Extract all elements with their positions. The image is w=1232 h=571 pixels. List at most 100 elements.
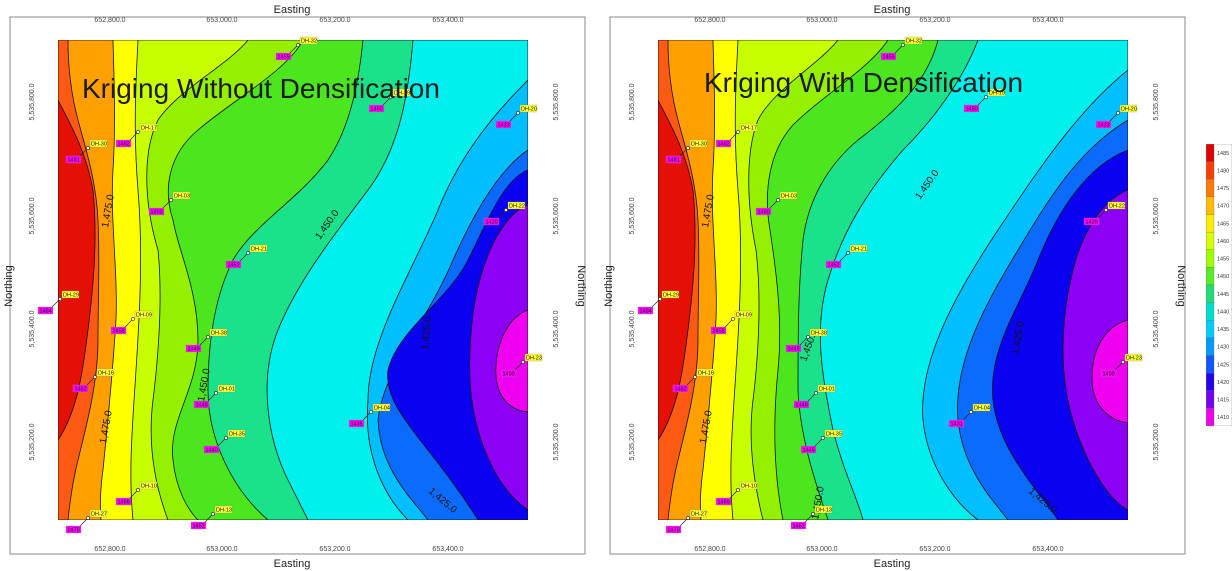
drillhole-value: 1450 bbox=[966, 107, 978, 113]
drillhole-value-tag bbox=[800, 445, 817, 454]
drillhole-marker: DH-29 1484 bbox=[637, 290, 680, 315]
drillhole-id: DH-27 bbox=[91, 512, 107, 518]
drillhole-value-tag bbox=[672, 384, 689, 393]
drillhole-value-tag bbox=[963, 104, 980, 113]
legend-label: 1450 bbox=[1217, 274, 1229, 280]
legend-label: 1460 bbox=[1217, 239, 1229, 245]
drillhole-id: DH-22 bbox=[1109, 204, 1125, 210]
drillhole-value: 1433 bbox=[1098, 123, 1110, 129]
easting-label-top: Easting bbox=[274, 4, 311, 16]
northing-tick: 5,535,600.0 bbox=[1153, 197, 1160, 234]
drillhole-collar-icon bbox=[86, 146, 90, 150]
drillhole-value: 1462 bbox=[718, 142, 730, 148]
drillhole-id-tag bbox=[139, 123, 158, 132]
legend-swatch bbox=[1205, 302, 1215, 321]
drillhole-marker: DH-27 1478 bbox=[65, 509, 108, 534]
northing-tick: 5,535,200.0 bbox=[629, 423, 636, 460]
easting-tick: 652,800.0 bbox=[94, 17, 125, 24]
drillhole-id: DH-38 bbox=[211, 331, 227, 337]
drillhole-id: DH-35 bbox=[229, 432, 245, 438]
drillhole-marker: DH-21 1452 bbox=[225, 244, 268, 269]
legend-label: 1465 bbox=[1217, 221, 1229, 227]
drillhole-id: DH-16 bbox=[98, 371, 114, 377]
northing-ticks-left: 5,535,800.0 5,535,600.0 5,535,400.0 5,53… bbox=[629, 83, 636, 460]
drillhole-id: DH-03 bbox=[174, 194, 190, 200]
drillhole-value-tag bbox=[785, 344, 802, 353]
legend-swatch bbox=[1205, 284, 1215, 303]
northing-ticks-right: 5,535,800.0 5,535,600.0 5,535,400.0 5,53… bbox=[553, 83, 560, 460]
contour-map: 1,475.0 1,450.0 1,450.0 1,475.0 1,425.0 … bbox=[637, 36, 1143, 534]
drillhole-id-tag bbox=[689, 139, 708, 148]
drillhole-id-tag bbox=[61, 290, 80, 299]
northing-tick: 5,535,800.0 bbox=[629, 83, 636, 120]
drillhole-marker: DH-32 1455 bbox=[275, 36, 318, 61]
drillhole-id-tag bbox=[89, 139, 108, 148]
easting-ticks-bottom: 652,800.0 653,000.0 653,200.0 653,400.0 bbox=[694, 546, 1063, 553]
drillhole-value-tag bbox=[368, 104, 385, 113]
legend-label: 1470 bbox=[1217, 204, 1229, 210]
drillhole-collar-icon bbox=[821, 436, 825, 440]
drillhole-id: DH-13 bbox=[816, 508, 832, 514]
drillhole-id: DH-21 bbox=[251, 247, 267, 253]
drillhole-value: 1458 bbox=[713, 329, 725, 335]
legend-swatch bbox=[1205, 372, 1215, 391]
drillhole-value: 1445 bbox=[803, 448, 815, 454]
drillhole-id: DH-10 bbox=[141, 484, 157, 490]
drillhole-layer: DH-32 1455 DH-19 1450 DH-20 1433 DH-17 1462 DH-3… bbox=[637, 36, 1143, 534]
drillhole-value-tag bbox=[72, 384, 89, 393]
drillhole-collar-icon bbox=[969, 410, 973, 414]
drillhole-value: 1452 bbox=[228, 263, 240, 269]
drillhole-collar-icon bbox=[806, 335, 810, 339]
drillhole-id: DH-13 bbox=[216, 508, 232, 514]
drillhole-collar-icon bbox=[846, 251, 850, 255]
drillhole-collar-icon bbox=[224, 436, 228, 440]
drillhole-marker: DH-30 1481 bbox=[665, 139, 708, 164]
drillhole-id: DH-27 bbox=[691, 512, 707, 518]
drillhole-collar-icon bbox=[736, 130, 740, 134]
drillhole-value-tag bbox=[1100, 369, 1117, 378]
map-panel-without-densification: Easting Easting Northing Northing 652,80… bbox=[0, 0, 596, 571]
easting-tick: 653,400.0 bbox=[1032, 546, 1063, 553]
drillhole-layer: DH-32 1455 DH-19 1450 DH-20 1433 DH-17 1462 DH-3… bbox=[37, 36, 543, 534]
legend-label: 1420 bbox=[1217, 380, 1229, 386]
legend-swatch bbox=[1205, 355, 1215, 374]
drillhole-id-tag bbox=[249, 244, 268, 253]
drillhole-value-tag bbox=[65, 525, 82, 534]
map-panel-with-densification: Easting Easting Northing Northing 652,80… bbox=[600, 0, 1196, 571]
drillhole-value: 1484 bbox=[40, 309, 52, 315]
easting-ticks-top: 652,800.0 653,000.0 653,200.0 653,400.0 bbox=[694, 17, 1063, 24]
drillhole-value: 1458 bbox=[113, 329, 125, 335]
drillhole-value-tag bbox=[65, 155, 82, 164]
drillhole-collar-icon bbox=[58, 297, 62, 301]
color-legend: 1485 1480 1475 1470 1465 1460 1455 1450 1445 1440… bbox=[1205, 143, 1232, 427]
contour-label: 1,425.0 bbox=[420, 316, 434, 351]
map-svg: Easting Easting Northing Northing 652,80… bbox=[603, 4, 1187, 570]
northing-tick: 5,535,200.0 bbox=[553, 423, 560, 460]
legend-label: 1415 bbox=[1217, 398, 1229, 404]
easting-tick: 653,400.0 bbox=[1032, 17, 1063, 24]
legend-label: 1455 bbox=[1217, 257, 1229, 263]
drillhole-collar-icon bbox=[658, 297, 662, 301]
drillhole-marker: DH-35 1445 bbox=[800, 429, 843, 454]
easting-label-top: Easting bbox=[874, 4, 911, 16]
legend-svg: 1485 1480 1475 1470 1465 1460 1455 1450 1445 1440… bbox=[1205, 143, 1232, 427]
drillhole-marker: DH-27 1478 bbox=[665, 509, 708, 534]
drillhole-collar-icon bbox=[731, 317, 735, 321]
drillhole-id: DH-29 bbox=[663, 293, 679, 299]
drillhole-id: DH-30 bbox=[691, 142, 707, 148]
drillhole-value: 1478 bbox=[668, 528, 680, 534]
northing-tick: 5,535,600.0 bbox=[29, 197, 36, 234]
legend-swatch bbox=[1205, 231, 1215, 250]
drillhole-collar-icon bbox=[901, 43, 905, 47]
drillhole-collar-icon bbox=[811, 512, 815, 516]
drillhole-value: 1433 bbox=[498, 123, 510, 129]
drillhole-value-tag bbox=[755, 207, 772, 216]
drillhole-collar-icon bbox=[136, 130, 140, 134]
easting-tick: 653,000.0 bbox=[806, 546, 837, 553]
drillhole-id: DH-09 bbox=[736, 313, 752, 319]
easting-tick: 653,200.0 bbox=[319, 546, 350, 553]
drillhole-id: DH-04 bbox=[374, 406, 390, 412]
northing-label-left: Northing bbox=[3, 265, 15, 307]
drillhole-value: 1435 bbox=[351, 422, 363, 428]
drillhole-id-tag bbox=[817, 384, 836, 393]
